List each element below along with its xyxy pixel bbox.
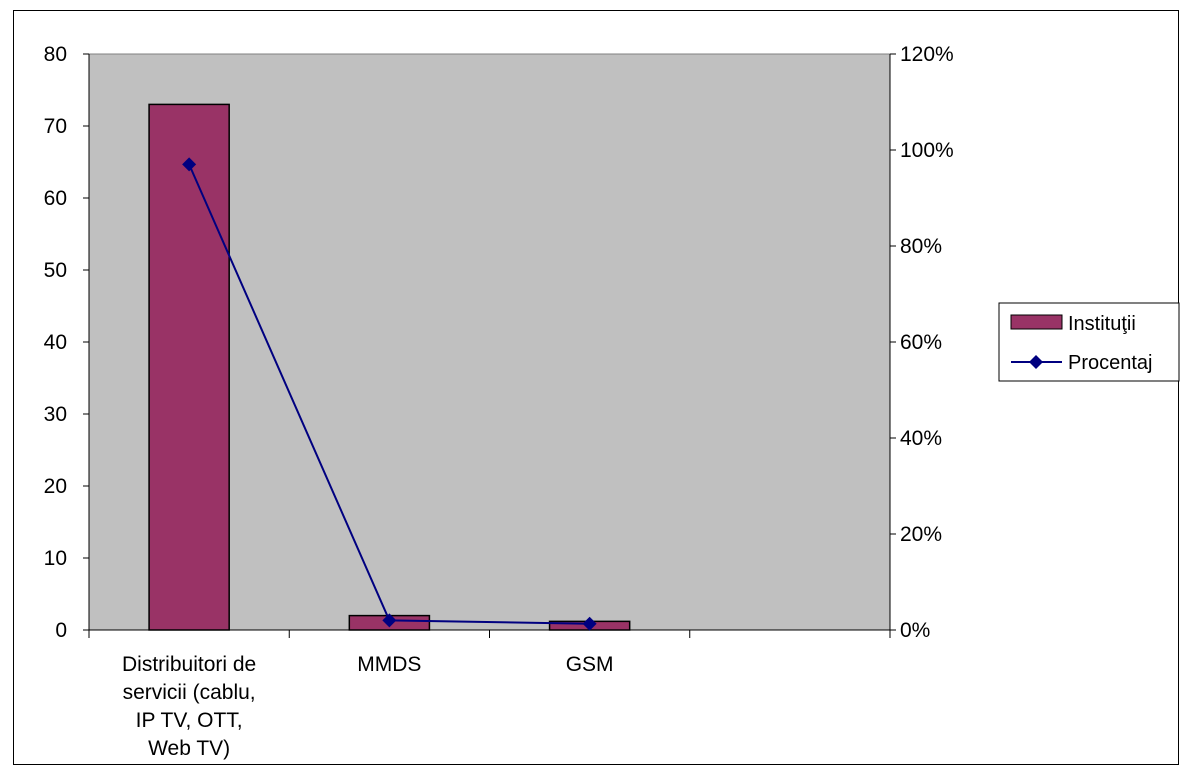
y-right-tick-label: 40%	[900, 427, 942, 450]
y-left-tick-label: 0	[55, 619, 67, 642]
legend-label-institutii: Instituţii	[1068, 313, 1136, 335]
point-procentaj	[582, 616, 597, 631]
x-category-label: Web TV)	[148, 737, 230, 760]
y-right-tick-label: 100%	[900, 139, 954, 162]
y-left-tick-label: 10	[44, 547, 67, 570]
legend: Instituţii Procentaj	[998, 302, 1180, 382]
y-left-tick-label: 80	[44, 43, 67, 66]
y-right-tick-label: 60%	[900, 331, 942, 354]
x-category-label: servicii (cablu,	[123, 681, 256, 704]
legend-swatch-institutii	[1010, 314, 1063, 330]
legend-label-procentaj: Procentaj	[1068, 352, 1153, 374]
y-left-tick-label: 70	[44, 115, 67, 138]
point-procentaj	[182, 157, 197, 172]
x-category-label: GSM	[566, 653, 614, 676]
y-left-tick-label: 20	[44, 475, 67, 498]
bar-institutii	[148, 103, 230, 631]
y-left-tick-label: 30	[44, 403, 67, 426]
y-right-tick-label: 120%	[900, 43, 954, 66]
y-left-tick-label: 50	[44, 259, 67, 282]
y-right-tick-label: 80%	[900, 235, 942, 258]
x-category-label: MMDS	[357, 653, 421, 676]
x-category-label: IP TV, OTT,	[136, 709, 243, 732]
y-right-tick-label: 20%	[900, 523, 942, 546]
y-left-tick-label: 40	[44, 331, 67, 354]
y-right-tick-label: 0%	[900, 619, 930, 642]
x-category-label: Distribuitori de	[122, 653, 256, 676]
y-left-tick-label: 60	[44, 187, 67, 210]
point-procentaj	[382, 613, 397, 628]
legend-marker-procentaj	[1029, 355, 1043, 369]
